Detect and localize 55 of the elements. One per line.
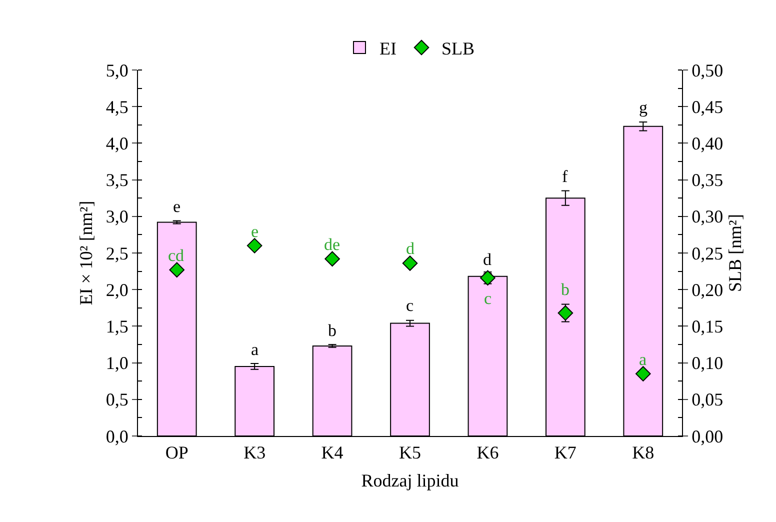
- y-tick-label: 0,0: [106, 426, 128, 446]
- y-tick-label: 3,5: [106, 170, 128, 190]
- x-tick-label: K7: [554, 442, 576, 463]
- y-tick-label: 1,5: [106, 316, 128, 336]
- x-tick-label: K5: [399, 442, 421, 463]
- y-tick-label: 4,0: [106, 134, 128, 154]
- data-label: c: [406, 296, 414, 315]
- point: [402, 256, 418, 271]
- y-tick-label: 5,0: [106, 60, 128, 80]
- y2-tick-label: 0,20: [692, 280, 724, 300]
- y2-tick-label: 0,05: [692, 390, 724, 410]
- legend-label: EI: [380, 38, 396, 59]
- legend-label: SLB: [442, 38, 475, 59]
- y2-tick-label: 0,50: [692, 60, 724, 80]
- data-label: d: [483, 250, 492, 269]
- point: [635, 366, 651, 382]
- data-label: e: [173, 197, 181, 216]
- y2-tick-label: 0,25: [692, 243, 724, 264]
- data-label: b: [561, 280, 570, 299]
- x-tick-label: K3: [244, 442, 266, 463]
- y-tick-label: 4,5: [106, 96, 128, 117]
- y-axis-title: EI × 10² [nm²]: [76, 200, 96, 306]
- y2-tick-label: 0,00: [692, 426, 724, 446]
- point: [169, 262, 185, 278]
- point: [558, 305, 574, 321]
- y-tick-label: 3,0: [106, 206, 128, 227]
- y2-tick-label: 0,15: [692, 316, 724, 336]
- data-label: b: [328, 321, 336, 340]
- data-label: a: [251, 340, 259, 359]
- x-tick-label: K8: [632, 442, 654, 463]
- x-tick-label: OP: [165, 442, 188, 463]
- x-tick-label: K4: [321, 442, 344, 463]
- y2-axis-title: SLB [nm²]: [725, 214, 746, 292]
- data-label: de: [324, 235, 340, 254]
- data-label: e: [251, 222, 259, 241]
- data-label: c: [484, 289, 492, 308]
- data-label: d: [406, 239, 415, 258]
- y-tick-label: 2,0: [106, 280, 128, 300]
- y2-tick-label: 0,40: [692, 134, 724, 154]
- y2-tick-label: 0,35: [692, 170, 724, 190]
- x-axis-title: Rodzaj lipidu: [361, 470, 459, 491]
- x-tick-label: K6: [476, 442, 499, 463]
- y2-tick-label: 0,30: [692, 206, 724, 227]
- point: [246, 238, 262, 254]
- data-label: cd: [168, 246, 185, 265]
- data-label: f: [562, 167, 568, 186]
- point: [480, 270, 496, 286]
- y2-tick-label: 0,45: [692, 96, 724, 117]
- y-tick-label: 0,5: [106, 390, 128, 410]
- data-label: g: [639, 98, 648, 117]
- y-tick-label: 2,5: [106, 243, 128, 264]
- data-label: a: [639, 350, 647, 369]
- y-tick-label: 1,0: [106, 353, 128, 374]
- point: [324, 251, 340, 267]
- y2-tick-label: 0,10: [692, 353, 724, 374]
